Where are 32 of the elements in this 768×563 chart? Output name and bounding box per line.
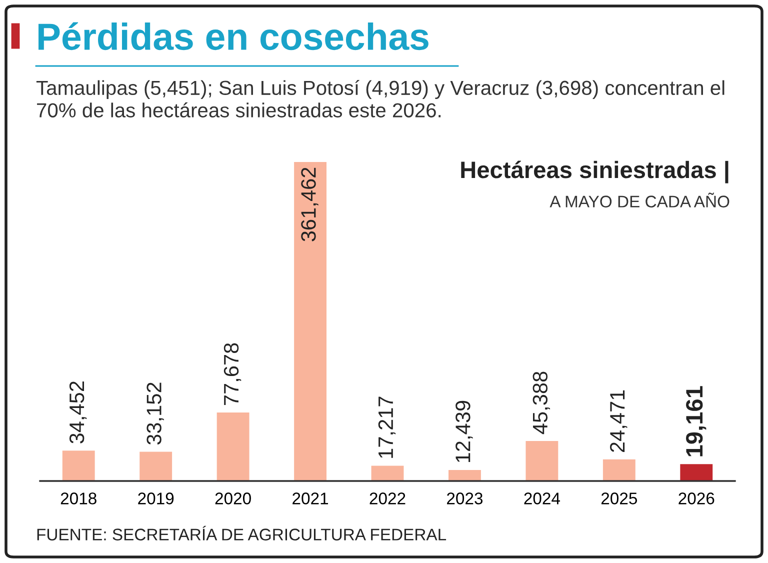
bar: [216, 412, 250, 481]
bar: [140, 452, 172, 481]
bar: [680, 464, 713, 481]
source-note: FUENTE: SECRETARÍA DE AGRICULTURA FEDERAL: [37, 526, 446, 540]
x-tick-label: 2026: [678, 492, 714, 504]
bar: [62, 450, 95, 481]
data-label: 33,152: [146, 382, 164, 445]
x-tick-label: 2020: [215, 492, 251, 504]
x-tick-label: 2022: [370, 492, 406, 504]
data-label: 45,388: [532, 372, 550, 434]
y-axis-title: Hectáreas siniestradas |: [461, 160, 728, 184]
bar: [294, 162, 326, 481]
x-tick-label: 2019: [138, 492, 174, 504]
data-label: 34,452: [69, 382, 87, 444]
bar: [526, 440, 558, 481]
x-tick-label: 2021: [292, 492, 328, 504]
x-tick-label: 2018: [60, 492, 96, 504]
bar: [371, 466, 404, 481]
chart-subtitle: Tamaulipas (5,451); San Luis Potosí (4,919) y Veracruz (3,698) concentran el 70% de las hectáreas siniestradas este 2026.: [36, 80, 724, 118]
chart-title: Pérdidas en cosechas: [38, 22, 428, 50]
data-label: 24,471: [610, 390, 628, 452]
annotation: A MAYO DE CADA AÑO: [550, 192, 730, 208]
data-label: 19,161: [686, 386, 706, 456]
data-label: 361,462: [301, 168, 318, 242]
bar: [602, 459, 636, 481]
data-label: 17,217: [378, 396, 396, 458]
x-tick-label: 2025: [601, 492, 638, 504]
data-label: 77,678: [224, 343, 242, 405]
x-tick-label: 2023: [447, 492, 483, 504]
data-label: 12,439: [456, 400, 473, 462]
bar: [448, 470, 481, 481]
x-tick-label: 2024: [524, 492, 560, 504]
